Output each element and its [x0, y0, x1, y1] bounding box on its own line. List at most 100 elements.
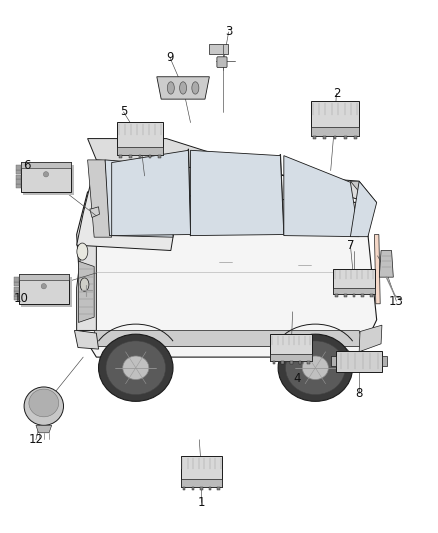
Text: 13: 13: [389, 295, 404, 308]
Text: 7: 7: [346, 239, 354, 252]
FancyBboxPatch shape: [281, 361, 284, 364]
Text: 8: 8: [356, 387, 363, 400]
FancyBboxPatch shape: [209, 487, 212, 490]
FancyBboxPatch shape: [14, 292, 18, 296]
FancyBboxPatch shape: [16, 180, 21, 184]
Text: 9: 9: [166, 51, 174, 64]
FancyBboxPatch shape: [323, 135, 326, 139]
Ellipse shape: [180, 82, 187, 94]
FancyBboxPatch shape: [313, 135, 316, 139]
FancyBboxPatch shape: [217, 57, 227, 68]
FancyBboxPatch shape: [191, 487, 194, 490]
FancyBboxPatch shape: [129, 155, 132, 158]
Polygon shape: [350, 181, 377, 203]
Polygon shape: [333, 269, 374, 294]
FancyBboxPatch shape: [16, 165, 21, 169]
Polygon shape: [284, 156, 359, 237]
FancyBboxPatch shape: [334, 135, 336, 139]
Text: 3: 3: [225, 26, 232, 38]
Text: 5: 5: [120, 106, 127, 118]
Polygon shape: [157, 77, 209, 99]
Text: 1: 1: [198, 496, 205, 508]
Polygon shape: [77, 160, 184, 251]
FancyBboxPatch shape: [370, 294, 372, 297]
Polygon shape: [374, 235, 380, 304]
FancyBboxPatch shape: [299, 361, 301, 364]
Ellipse shape: [123, 356, 149, 379]
Polygon shape: [379, 251, 393, 277]
FancyBboxPatch shape: [353, 294, 355, 297]
Ellipse shape: [192, 82, 199, 94]
Ellipse shape: [77, 243, 88, 260]
Polygon shape: [311, 101, 359, 135]
Polygon shape: [18, 274, 69, 304]
FancyBboxPatch shape: [16, 175, 21, 179]
Ellipse shape: [99, 334, 173, 401]
FancyBboxPatch shape: [361, 294, 364, 297]
FancyBboxPatch shape: [200, 487, 203, 490]
FancyBboxPatch shape: [14, 282, 18, 286]
Polygon shape: [77, 235, 96, 330]
FancyBboxPatch shape: [290, 361, 293, 364]
Polygon shape: [74, 330, 99, 349]
FancyBboxPatch shape: [148, 155, 151, 158]
Polygon shape: [359, 325, 382, 352]
Polygon shape: [117, 122, 163, 155]
Ellipse shape: [302, 356, 328, 379]
Polygon shape: [271, 354, 312, 361]
Ellipse shape: [41, 284, 46, 289]
Polygon shape: [271, 334, 312, 361]
Polygon shape: [350, 181, 377, 237]
Polygon shape: [191, 150, 284, 236]
Polygon shape: [36, 425, 52, 433]
Polygon shape: [336, 351, 382, 372]
Polygon shape: [21, 277, 71, 307]
Polygon shape: [180, 456, 223, 487]
Text: 6: 6: [23, 159, 31, 172]
Polygon shape: [311, 127, 359, 135]
FancyBboxPatch shape: [158, 155, 161, 158]
Polygon shape: [18, 274, 69, 279]
Polygon shape: [21, 162, 71, 191]
Ellipse shape: [106, 341, 166, 394]
FancyBboxPatch shape: [354, 135, 357, 139]
Text: 4: 4: [293, 372, 301, 385]
Ellipse shape: [43, 172, 49, 177]
FancyBboxPatch shape: [14, 277, 18, 281]
Polygon shape: [105, 160, 173, 237]
Ellipse shape: [80, 278, 89, 291]
Text: 2: 2: [332, 87, 340, 100]
FancyBboxPatch shape: [344, 294, 346, 297]
Polygon shape: [333, 288, 374, 294]
Polygon shape: [90, 207, 99, 217]
Polygon shape: [88, 139, 368, 203]
Polygon shape: [117, 147, 163, 155]
FancyBboxPatch shape: [336, 294, 338, 297]
Polygon shape: [78, 261, 94, 322]
Ellipse shape: [286, 341, 345, 394]
FancyBboxPatch shape: [16, 184, 21, 188]
FancyBboxPatch shape: [119, 155, 122, 158]
Text: 12: 12: [28, 433, 43, 446]
Ellipse shape: [278, 334, 353, 401]
Ellipse shape: [29, 389, 59, 417]
Text: 10: 10: [14, 292, 28, 305]
Polygon shape: [77, 192, 377, 357]
Polygon shape: [21, 162, 71, 167]
Ellipse shape: [167, 82, 174, 94]
Polygon shape: [382, 356, 387, 367]
FancyBboxPatch shape: [139, 155, 141, 158]
Polygon shape: [94, 330, 364, 346]
FancyBboxPatch shape: [14, 296, 18, 301]
Ellipse shape: [24, 387, 64, 425]
FancyBboxPatch shape: [272, 361, 275, 364]
Polygon shape: [112, 150, 191, 236]
FancyBboxPatch shape: [344, 135, 346, 139]
FancyBboxPatch shape: [14, 287, 18, 291]
FancyBboxPatch shape: [183, 487, 186, 490]
Polygon shape: [331, 356, 336, 367]
Polygon shape: [88, 160, 112, 237]
FancyBboxPatch shape: [217, 487, 220, 490]
Polygon shape: [209, 44, 228, 54]
Polygon shape: [23, 165, 74, 195]
